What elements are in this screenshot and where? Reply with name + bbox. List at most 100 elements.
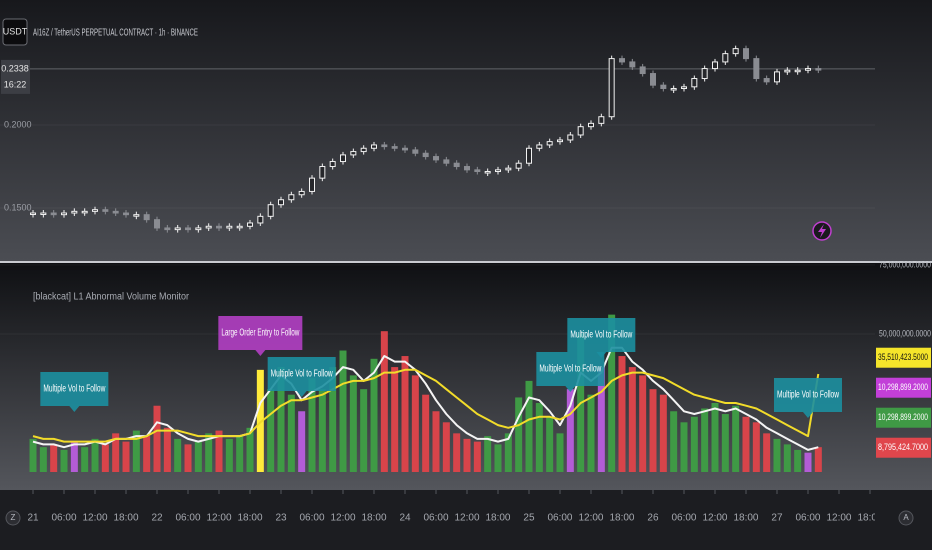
volume-bar bbox=[153, 405, 161, 472]
volume-bar bbox=[60, 449, 68, 472]
candle bbox=[92, 209, 99, 212]
volume-bar bbox=[339, 350, 347, 472]
x-tick-label: 21 bbox=[27, 513, 39, 524]
volume-bar bbox=[525, 380, 533, 472]
volume-bar bbox=[298, 411, 306, 472]
x-tick-label: 18:00 bbox=[485, 513, 510, 524]
volume-bar bbox=[360, 389, 368, 472]
signal-box bbox=[267, 357, 336, 391]
volume-bar bbox=[401, 356, 409, 472]
candle bbox=[154, 219, 161, 229]
candle bbox=[278, 199, 285, 206]
candle bbox=[505, 167, 512, 171]
lightning bbox=[818, 224, 826, 238]
volume-bar bbox=[81, 447, 89, 472]
candle bbox=[288, 194, 295, 201]
candle bbox=[773, 71, 780, 83]
x-tick-label: 18:00 bbox=[857, 513, 882, 524]
candle bbox=[371, 144, 378, 149]
candle bbox=[680, 86, 687, 89]
signal-box bbox=[218, 316, 303, 350]
volume-bar bbox=[349, 375, 357, 472]
signal-box bbox=[567, 318, 636, 352]
candle bbox=[402, 147, 409, 151]
volume-bar bbox=[205, 433, 213, 472]
x-tick-label: 06:00 bbox=[671, 513, 696, 524]
x-tick-label: 12:00 bbox=[702, 513, 727, 524]
signal-label: Multiple Vol to Follow bbox=[43, 384, 106, 395]
price-panel bbox=[0, 0, 932, 261]
candle bbox=[536, 144, 543, 149]
candle bbox=[61, 212, 68, 216]
x-tick-label: 22 bbox=[151, 513, 163, 524]
volume-bar bbox=[308, 378, 316, 472]
candle bbox=[102, 209, 109, 212]
signal-pointer bbox=[69, 406, 80, 412]
price-tick-label: 0.2000 bbox=[4, 119, 32, 129]
price-tick-label: 0.1500 bbox=[4, 202, 32, 212]
candle bbox=[195, 227, 202, 231]
volume-bar bbox=[70, 441, 78, 472]
panel-separator bbox=[0, 261, 932, 263]
volume-bar bbox=[236, 436, 244, 472]
candle bbox=[81, 210, 88, 214]
candle bbox=[453, 162, 460, 168]
volume-bar bbox=[256, 369, 264, 472]
x-tick-label: 26 bbox=[647, 513, 659, 524]
x-tick-label: 27 bbox=[771, 513, 783, 524]
candle bbox=[691, 78, 698, 88]
candle bbox=[649, 73, 656, 86]
value-tag-label: 10,298,899.2000 bbox=[878, 412, 928, 422]
auto-button[interactable] bbox=[898, 510, 914, 526]
signal-pointer bbox=[255, 350, 266, 356]
candle bbox=[494, 169, 501, 173]
volume-bar bbox=[742, 416, 750, 472]
candle bbox=[123, 212, 130, 216]
volume-bar bbox=[442, 422, 450, 472]
candle bbox=[556, 139, 563, 143]
x-tick-label: 12:00 bbox=[206, 513, 231, 524]
candle bbox=[133, 214, 140, 217]
x-tick-label: 18:00 bbox=[113, 513, 138, 524]
candle bbox=[525, 147, 532, 164]
volume-bar bbox=[463, 438, 471, 472]
candle bbox=[329, 161, 336, 168]
volume-bar bbox=[380, 331, 388, 472]
volume-bar bbox=[215, 430, 223, 472]
candle bbox=[484, 171, 491, 174]
candle bbox=[216, 225, 223, 229]
x-tick-label: 06:00 bbox=[795, 513, 820, 524]
candle bbox=[711, 61, 718, 70]
volume-bar bbox=[318, 389, 326, 472]
candle bbox=[112, 210, 119, 214]
candle bbox=[360, 147, 367, 153]
currency-button[interactable] bbox=[2, 18, 28, 46]
x-tick-label: 12:00 bbox=[82, 513, 107, 524]
volume-tick-label: 50,000,000.0000 bbox=[879, 328, 931, 338]
volume-bar bbox=[649, 389, 657, 472]
volume-bar bbox=[101, 444, 109, 472]
x-tick-label: 06:00 bbox=[547, 513, 572, 524]
candle bbox=[185, 227, 192, 231]
volume-bar bbox=[473, 441, 481, 472]
x-tick-label: 18:00 bbox=[733, 513, 758, 524]
candle bbox=[546, 141, 553, 146]
volume-bar bbox=[287, 394, 295, 472]
x-tick-label: 18:00 bbox=[609, 513, 634, 524]
value-tag-label: 10,298,899.2000 bbox=[878, 382, 928, 392]
volume-bar bbox=[804, 452, 812, 472]
volume-bar bbox=[690, 416, 698, 472]
volume-bar bbox=[721, 414, 729, 472]
candle bbox=[577, 126, 584, 136]
volume-bar bbox=[628, 367, 636, 472]
candle bbox=[391, 146, 398, 149]
volume-bar bbox=[608, 314, 616, 472]
signal-box bbox=[536, 352, 605, 386]
zoom-button[interactable] bbox=[5, 510, 21, 526]
value-tag bbox=[876, 437, 931, 458]
volume-bar bbox=[814, 447, 822, 472]
volume-bar bbox=[411, 375, 419, 472]
volume-bar bbox=[277, 367, 285, 472]
volume-bar bbox=[639, 375, 647, 472]
